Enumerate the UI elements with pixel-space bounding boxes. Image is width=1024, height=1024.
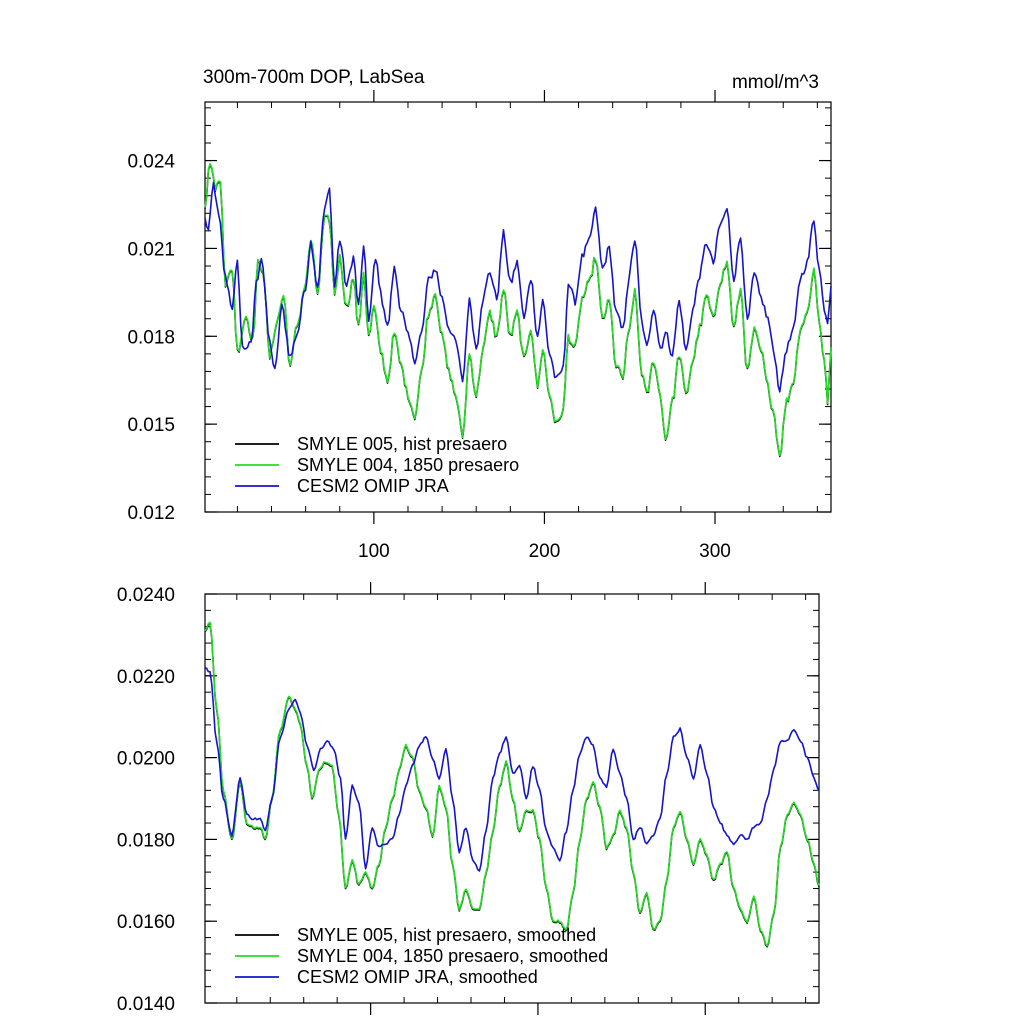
series-line-smyle004 — [204, 163, 832, 457]
series-line-omip — [204, 181, 832, 393]
plot-lines — [204, 621, 820, 948]
legend-label: SMYLE 005, hist presaero, smoothed — [297, 925, 596, 945]
y-tick-label: 0.021 — [127, 239, 175, 260]
legend: SMYLE 005, hist presaero, smoothedSMYLE … — [235, 925, 608, 987]
panel-bottom: 0.0140 0.0160 0.0180 0.0200 0.0220 0.0240 SMY… — [117, 582, 820, 1015]
y-tick-label: 0.0220 — [117, 667, 175, 688]
y-tick-label: 0.0140 — [117, 994, 175, 1015]
y-tick-label: 0.0200 — [117, 749, 175, 770]
plot-frame — [204, 593, 820, 1004]
legend-label: CESM2 OMIP JRA, smoothed — [297, 967, 538, 987]
y-tick-label: 0.024 — [127, 152, 175, 173]
panel-top: 300m-700m DOP, LabSea mmol/m^3 0.0120.01… — [127, 67, 832, 562]
y-tick-label: 0.018 — [127, 327, 175, 348]
series-line-smyle005 — [204, 622, 820, 948]
axes: 0.012 0.015 0.018 0.021 0.024 100 200 300 — [127, 90, 832, 562]
y-tick-label: 0.012 — [127, 503, 175, 524]
legend-label: SMYLE 004, 1850 presaero, smoothed — [297, 946, 608, 966]
axes: 0.0140 0.0160 0.0180 0.0200 0.0220 0.0240 — [117, 582, 820, 1015]
y-tick-label: 0.0160 — [117, 912, 175, 933]
legend-label: CESM2 OMIP JRA — [297, 476, 449, 496]
y-tick-label: 0.0180 — [117, 830, 175, 851]
chart-title: 300m-700m DOP, LabSea — [203, 67, 425, 88]
series-line-smyle004 — [204, 621, 820, 947]
legend-label: SMYLE 005, hist presaero — [297, 434, 507, 454]
y-tick-label: 0.0240 — [117, 585, 175, 606]
legend-label: SMYLE 004, 1850 presaero — [297, 455, 519, 475]
x-tick-label: 200 — [529, 541, 561, 562]
plot-frame — [204, 101, 832, 513]
y-tick-label: 0.015 — [127, 415, 175, 436]
plot-lines — [204, 163, 832, 458]
series-line-omip — [204, 666, 820, 872]
x-tick-label: 300 — [699, 541, 731, 562]
units-label: mmol/m^3 — [732, 72, 819, 93]
x-tick-label: 100 — [358, 541, 390, 562]
